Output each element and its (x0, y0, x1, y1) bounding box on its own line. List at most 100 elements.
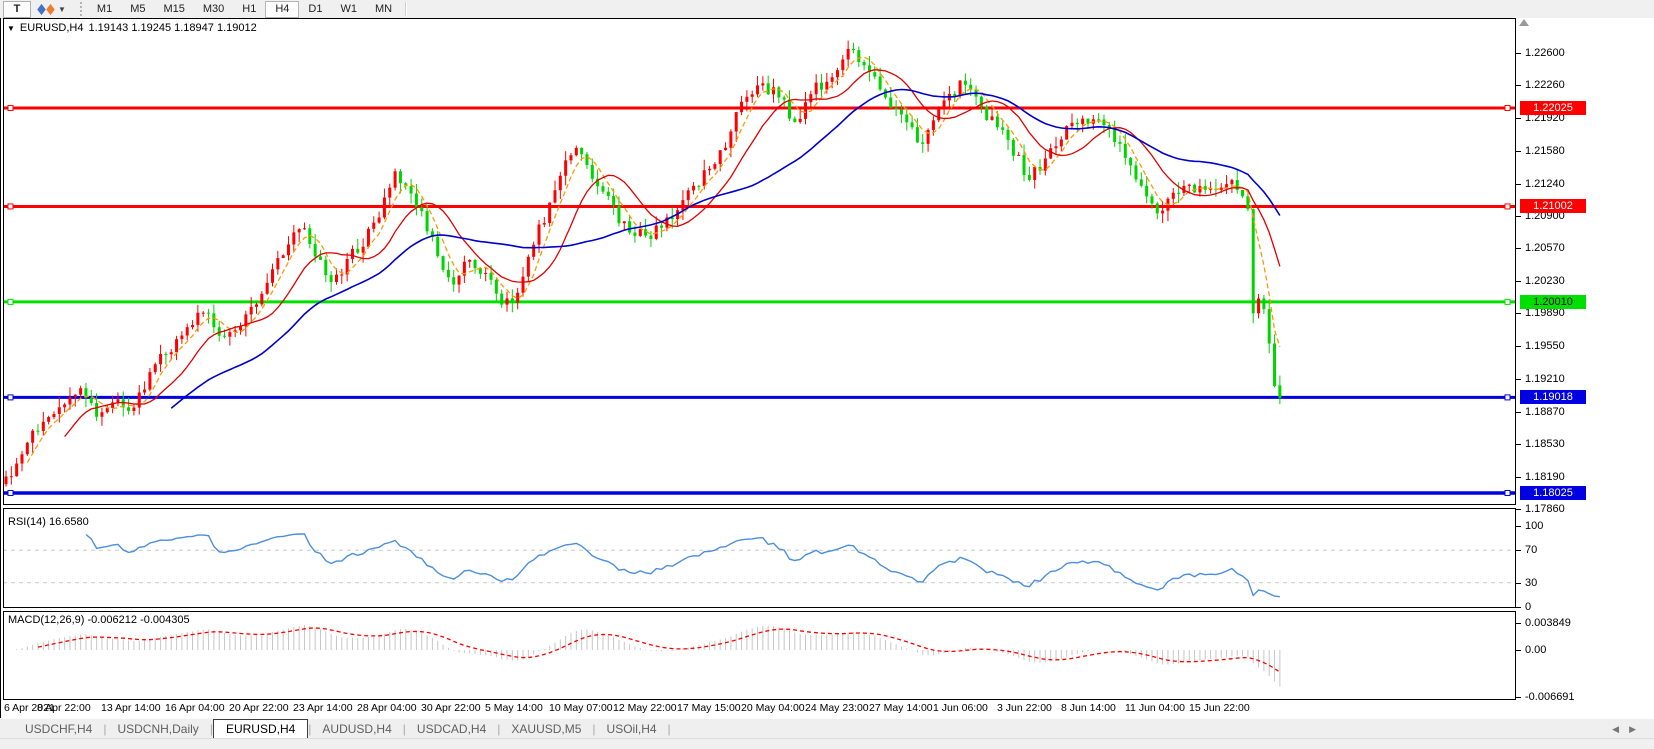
chart-tab-usdcad[interactable]: USDCAD,H4 (416, 722, 487, 736)
date-axis-label: 11 Jun 04:00 (1125, 702, 1185, 714)
symbol-header[interactable]: ▼ EURUSD,H4 1.19143 1.19245 1.18947 1.19… (7, 22, 257, 34)
price-tick-label: 1.19210 (1525, 372, 1565, 385)
price-tick-mark (1516, 216, 1521, 218)
macd-tick-label: 0.003849 (1525, 617, 1571, 630)
date-axis-label: 15 Jun 22:00 (1189, 702, 1250, 714)
price-tick-label: 1.21580 (1525, 144, 1565, 157)
timeframe-button-h4[interactable]: H4 (265, 0, 300, 18)
price-tick-label: 1.22260 (1525, 79, 1565, 92)
timeframe-button-w1[interactable]: W1 (340, 3, 357, 15)
chart-tab-audusd[interactable]: AUDUSD,H4 (322, 722, 392, 736)
rsi-tick-label: 0 (1525, 601, 1532, 613)
rsi-tick-label: 70 (1525, 544, 1538, 557)
price-tick-mark (1516, 313, 1521, 315)
date-axis[interactable]: 6 Apr 2021 8 Apr 22:00 13 Apr 14:00 16 Apr … (0, 702, 1654, 717)
date-axis-label: 8 Jun 14:00 (1061, 702, 1116, 714)
price-line-badge: 1.19018 (1520, 390, 1586, 405)
text-tool-button[interactable]: T (3, 0, 31, 18)
price-tick-label: 1.17860 (1525, 502, 1565, 515)
horizontal-lines-layer (3, 106, 1516, 495)
date-axis-label: 27 May 14:00 (869, 702, 933, 714)
tab-separator: | (402, 722, 406, 736)
chart-tab-usoil[interactable]: USOil,H4 (606, 722, 657, 736)
rsi-line (85, 533, 1280, 598)
price-tick-label: 1.20570 (1525, 242, 1565, 255)
price-tick-label: 1.20230 (1525, 274, 1565, 287)
timeframe-button-d1[interactable]: D1 (308, 3, 323, 15)
date-axis-label: 20 Apr 22:00 (229, 702, 289, 714)
symbol-name: EURUSD,H4 (19, 22, 84, 34)
date-axis-label: 17 May 15:00 (677, 702, 741, 714)
rsi-tick-mark (1516, 550, 1521, 552)
symbol-dropdown-icon[interactable]: ▼ (7, 23, 15, 33)
chart-tab-usdchf[interactable]: USDCHF,H4 (25, 722, 93, 736)
tab-separator: | (209, 722, 213, 736)
date-axis-label: 30 Apr 22:00 (421, 702, 481, 714)
price-tick-label: 1.21920 (1525, 112, 1565, 125)
horizontal-scrollbar[interactable] (0, 738, 1654, 749)
style-tool-button[interactable]: ▼ (33, 2, 71, 17)
chart-tab-bar: USDCHF,H4 | USDCNH,Daily | EURUSD,H4 | AUDUSD,… (0, 718, 1654, 739)
price-tick-label: 1.18190 (1525, 471, 1565, 484)
chart-tab-xauusd[interactable]: XAUUSD,M5 (511, 722, 582, 736)
symbol-ohlc-values: 1.19143 1.19245 1.18947 1.19012 (88, 22, 257, 34)
toolbar-grip-handle[interactable] (79, 2, 82, 16)
price-tick-mark (1516, 52, 1521, 54)
price-tick-label: 1.21240 (1525, 177, 1565, 190)
date-axis-label: 13 Apr 14:00 (101, 702, 161, 714)
price-tick-mark (1516, 444, 1521, 446)
price-tick-label: 1.19890 (1525, 307, 1565, 320)
date-axis-label: 5 May 14:00 (485, 702, 543, 714)
timeframe-button-group: M1 M5 M15 M30 H1 H4 D1 W1 MN (88, 0, 401, 18)
price-tick-mark (1516, 150, 1521, 152)
macd-tick-mark (1516, 650, 1521, 651)
tab-scroll-right-icon[interactable]: ▶ (1629, 723, 1636, 734)
date-axis-label: 3 Jun 22:00 (997, 702, 1052, 714)
tab-separator: | (103, 722, 107, 736)
chart-tab-eurusd[interactable]: EURUSD,H4 (212, 719, 309, 739)
timeframe-button-mn[interactable]: MN (374, 3, 393, 15)
chart-window (0, 18, 1654, 749)
timeframe-button-m5[interactable]: M5 (130, 3, 146, 15)
price-line-badge: 1.22025 (1520, 100, 1586, 115)
tab-separator: | (592, 722, 596, 736)
price-tick-label: 1.18870 (1525, 405, 1565, 418)
macd-tick-label: 0.00 (1525, 644, 1547, 656)
rsi-label: RSI(14) 16.6580 (8, 516, 89, 528)
date-axis-label: 12 May 22:00 (613, 702, 677, 714)
date-axis-label: 1 Jun 06:00 (933, 702, 988, 714)
chart-scroll-up-icon[interactable] (1519, 19, 1529, 26)
rsi-tick-mark (1516, 607, 1521, 608)
moving-averages-layer (26, 56, 1281, 463)
price-line-badge: 1.20010 (1520, 294, 1586, 309)
price-axis[interactable]: 1.22600 1.22260 1.21920 1.21580 1.21240 1.209… (1516, 18, 1654, 718)
macd-indicator-panel[interactable] (3, 611, 1516, 700)
dropdown-caret-icon: ▼ (58, 4, 66, 14)
timeframe-button-h1[interactable]: H1 (242, 3, 257, 15)
timeframe-button-m1[interactable]: M1 (96, 3, 113, 15)
tab-separator: | (308, 722, 312, 736)
price-tick-mark (1516, 411, 1521, 413)
rsi-tick-mark (1516, 526, 1521, 527)
toolbar-separator (405, 2, 408, 16)
timeframe-button-m15[interactable]: M15 (163, 3, 185, 15)
timeframe-button-m30[interactable]: M30 (202, 3, 225, 15)
price-tick-mark (1516, 118, 1521, 120)
style-diamond-blue-icon (37, 3, 46, 15)
chart-tab-usdcnh[interactable]: USDCNH,Daily (117, 722, 199, 736)
rsi-tick-label: 30 (1525, 576, 1538, 589)
macd-tick-mark (1516, 623, 1521, 625)
price-line-badge: 1.21002 (1520, 199, 1586, 214)
price-tick-label: 1.19550 (1525, 340, 1565, 353)
price-tick-mark (1516, 280, 1521, 282)
macd-tick-label: -0.006691 (1525, 690, 1575, 703)
price-tick-mark (1516, 508, 1521, 510)
main-price-chart[interactable] (3, 18, 1516, 505)
tab-scroll-left-icon[interactable]: ◀ (1612, 723, 1620, 734)
macd-tick-mark (1516, 696, 1521, 698)
date-axis-label: 10 May 07:00 (549, 702, 613, 714)
rsi-tick-label: 100 (1525, 520, 1544, 532)
date-axis-label: 16 Apr 04:00 (165, 702, 225, 714)
rsi-indicator-panel[interactable] (3, 508, 1516, 608)
